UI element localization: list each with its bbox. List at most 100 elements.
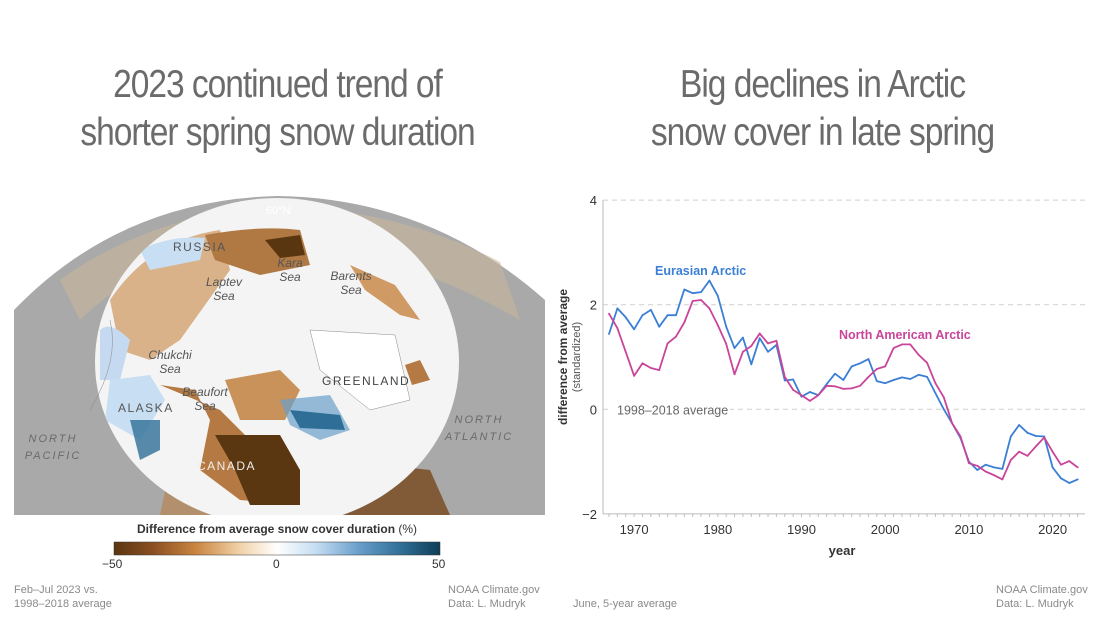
data-point [901, 376, 903, 379]
data-point [867, 375, 870, 378]
data-point [884, 382, 887, 385]
legend-title: Difference from average snow cover durat… [114, 522, 440, 536]
data-point [616, 307, 619, 310]
data-point [700, 299, 702, 301]
data-point [825, 383, 828, 386]
data-point [842, 388, 845, 390]
map-note-line2: 1998–2018 average [14, 598, 112, 610]
data-point [750, 345, 753, 347]
y-tick-label: −2 [582, 507, 597, 522]
data-point [675, 335, 677, 338]
data-point [1068, 482, 1071, 484]
beaufort-sea-label: Beaufort Sea [182, 385, 228, 413]
data-point [792, 389, 795, 391]
y-tick-label: 0 [590, 402, 597, 417]
x-tick-label: 1980 [703, 522, 732, 537]
map-credit-line2: Data: L. Mudryk [448, 598, 526, 610]
data-point [616, 327, 619, 330]
latitude-label: 60°N [266, 205, 291, 217]
data-point [641, 314, 644, 317]
north-atlantic-label: NORTH ATLANTIC [444, 414, 514, 443]
data-point [725, 343, 728, 345]
data-point [1068, 460, 1071, 462]
data-point [850, 365, 853, 368]
data-point [608, 312, 610, 315]
series-label-eurasian-arctic: Eurasian Arctic [655, 264, 746, 278]
data-point [875, 368, 878, 370]
data-point [817, 394, 820, 397]
chukchi-sea-label: Chukchi Sea [148, 348, 192, 376]
map-credit: NOAA Climate.gov Data: L. Mudryk [448, 583, 540, 611]
data-point [700, 291, 702, 294]
x-tick-label: 2020 [1038, 522, 1067, 537]
data-point [808, 391, 811, 393]
data-point [1060, 477, 1062, 480]
data-point [733, 373, 736, 376]
data-point [800, 394, 803, 397]
data-point [926, 375, 928, 378]
legend-min: −50 [102, 557, 123, 571]
data-point [993, 466, 995, 469]
data-point [683, 321, 686, 324]
data-point [666, 342, 669, 345]
data-point [733, 347, 736, 350]
data-point [1034, 445, 1037, 448]
data-point [842, 379, 845, 381]
legend-title-text: Difference from average snow cover durat… [136, 522, 396, 536]
data-point [850, 387, 853, 390]
chart-credit: NOAA Climate.gov Data: L. Mudryk [996, 583, 1088, 611]
data-point [708, 279, 711, 282]
data-point [808, 400, 811, 402]
data-point [984, 470, 987, 473]
legend-unit: (%) [398, 522, 418, 536]
data-point [1051, 450, 1054, 453]
data-point [909, 343, 912, 346]
data-point [917, 354, 920, 356]
data-point [792, 378, 795, 381]
data-point [1009, 435, 1012, 438]
data-point [825, 384, 828, 387]
x-axis-label: year [829, 543, 856, 558]
colorbar [113, 541, 441, 556]
data-point [875, 380, 878, 382]
data-point [658, 369, 661, 371]
map-note-line1: Feb–Jul 2023 vs. [14, 584, 98, 596]
data-point [767, 342, 769, 345]
reference-line-label: 1998–2018 average [617, 403, 728, 417]
greenland-label: GREENLAND [322, 374, 411, 388]
data-point [1076, 466, 1079, 469]
data-point [892, 379, 895, 381]
data-point [984, 463, 987, 466]
chart-note: June, 5-year average [573, 598, 677, 610]
data-point [758, 337, 761, 340]
data-point [675, 314, 677, 317]
data-point [742, 350, 744, 353]
data-point [867, 358, 870, 360]
x-tick-label: 1970 [620, 522, 649, 537]
data-point [608, 333, 610, 335]
data-point [716, 324, 719, 326]
data-point [1026, 454, 1029, 457]
chart-credit-line2: Data: L. Mudryk [996, 598, 1074, 610]
data-point [834, 385, 836, 388]
data-point [624, 316, 627, 319]
data-point [859, 362, 861, 365]
data-point [1060, 463, 1062, 466]
data-point [909, 378, 912, 380]
data-point [742, 336, 744, 339]
data-point [968, 462, 970, 465]
legend-max: 50 [432, 557, 446, 571]
data-point [834, 372, 836, 375]
laptev-sea-label: Laptev Sea [206, 275, 243, 303]
alaska-label: ALASKA [118, 401, 174, 415]
y-tick-label: 2 [590, 298, 597, 313]
y-axis-sublabel: (standardized) [571, 322, 583, 392]
data-point [708, 307, 711, 310]
data-point [683, 288, 686, 291]
data-point [691, 300, 694, 302]
data-point [716, 294, 719, 297]
data-point [633, 374, 636, 377]
series-label-north-american-arctic: North American Arctic [839, 328, 971, 342]
map-note: Feb–Jul 2023 vs. 1998–2018 average [14, 583, 112, 611]
